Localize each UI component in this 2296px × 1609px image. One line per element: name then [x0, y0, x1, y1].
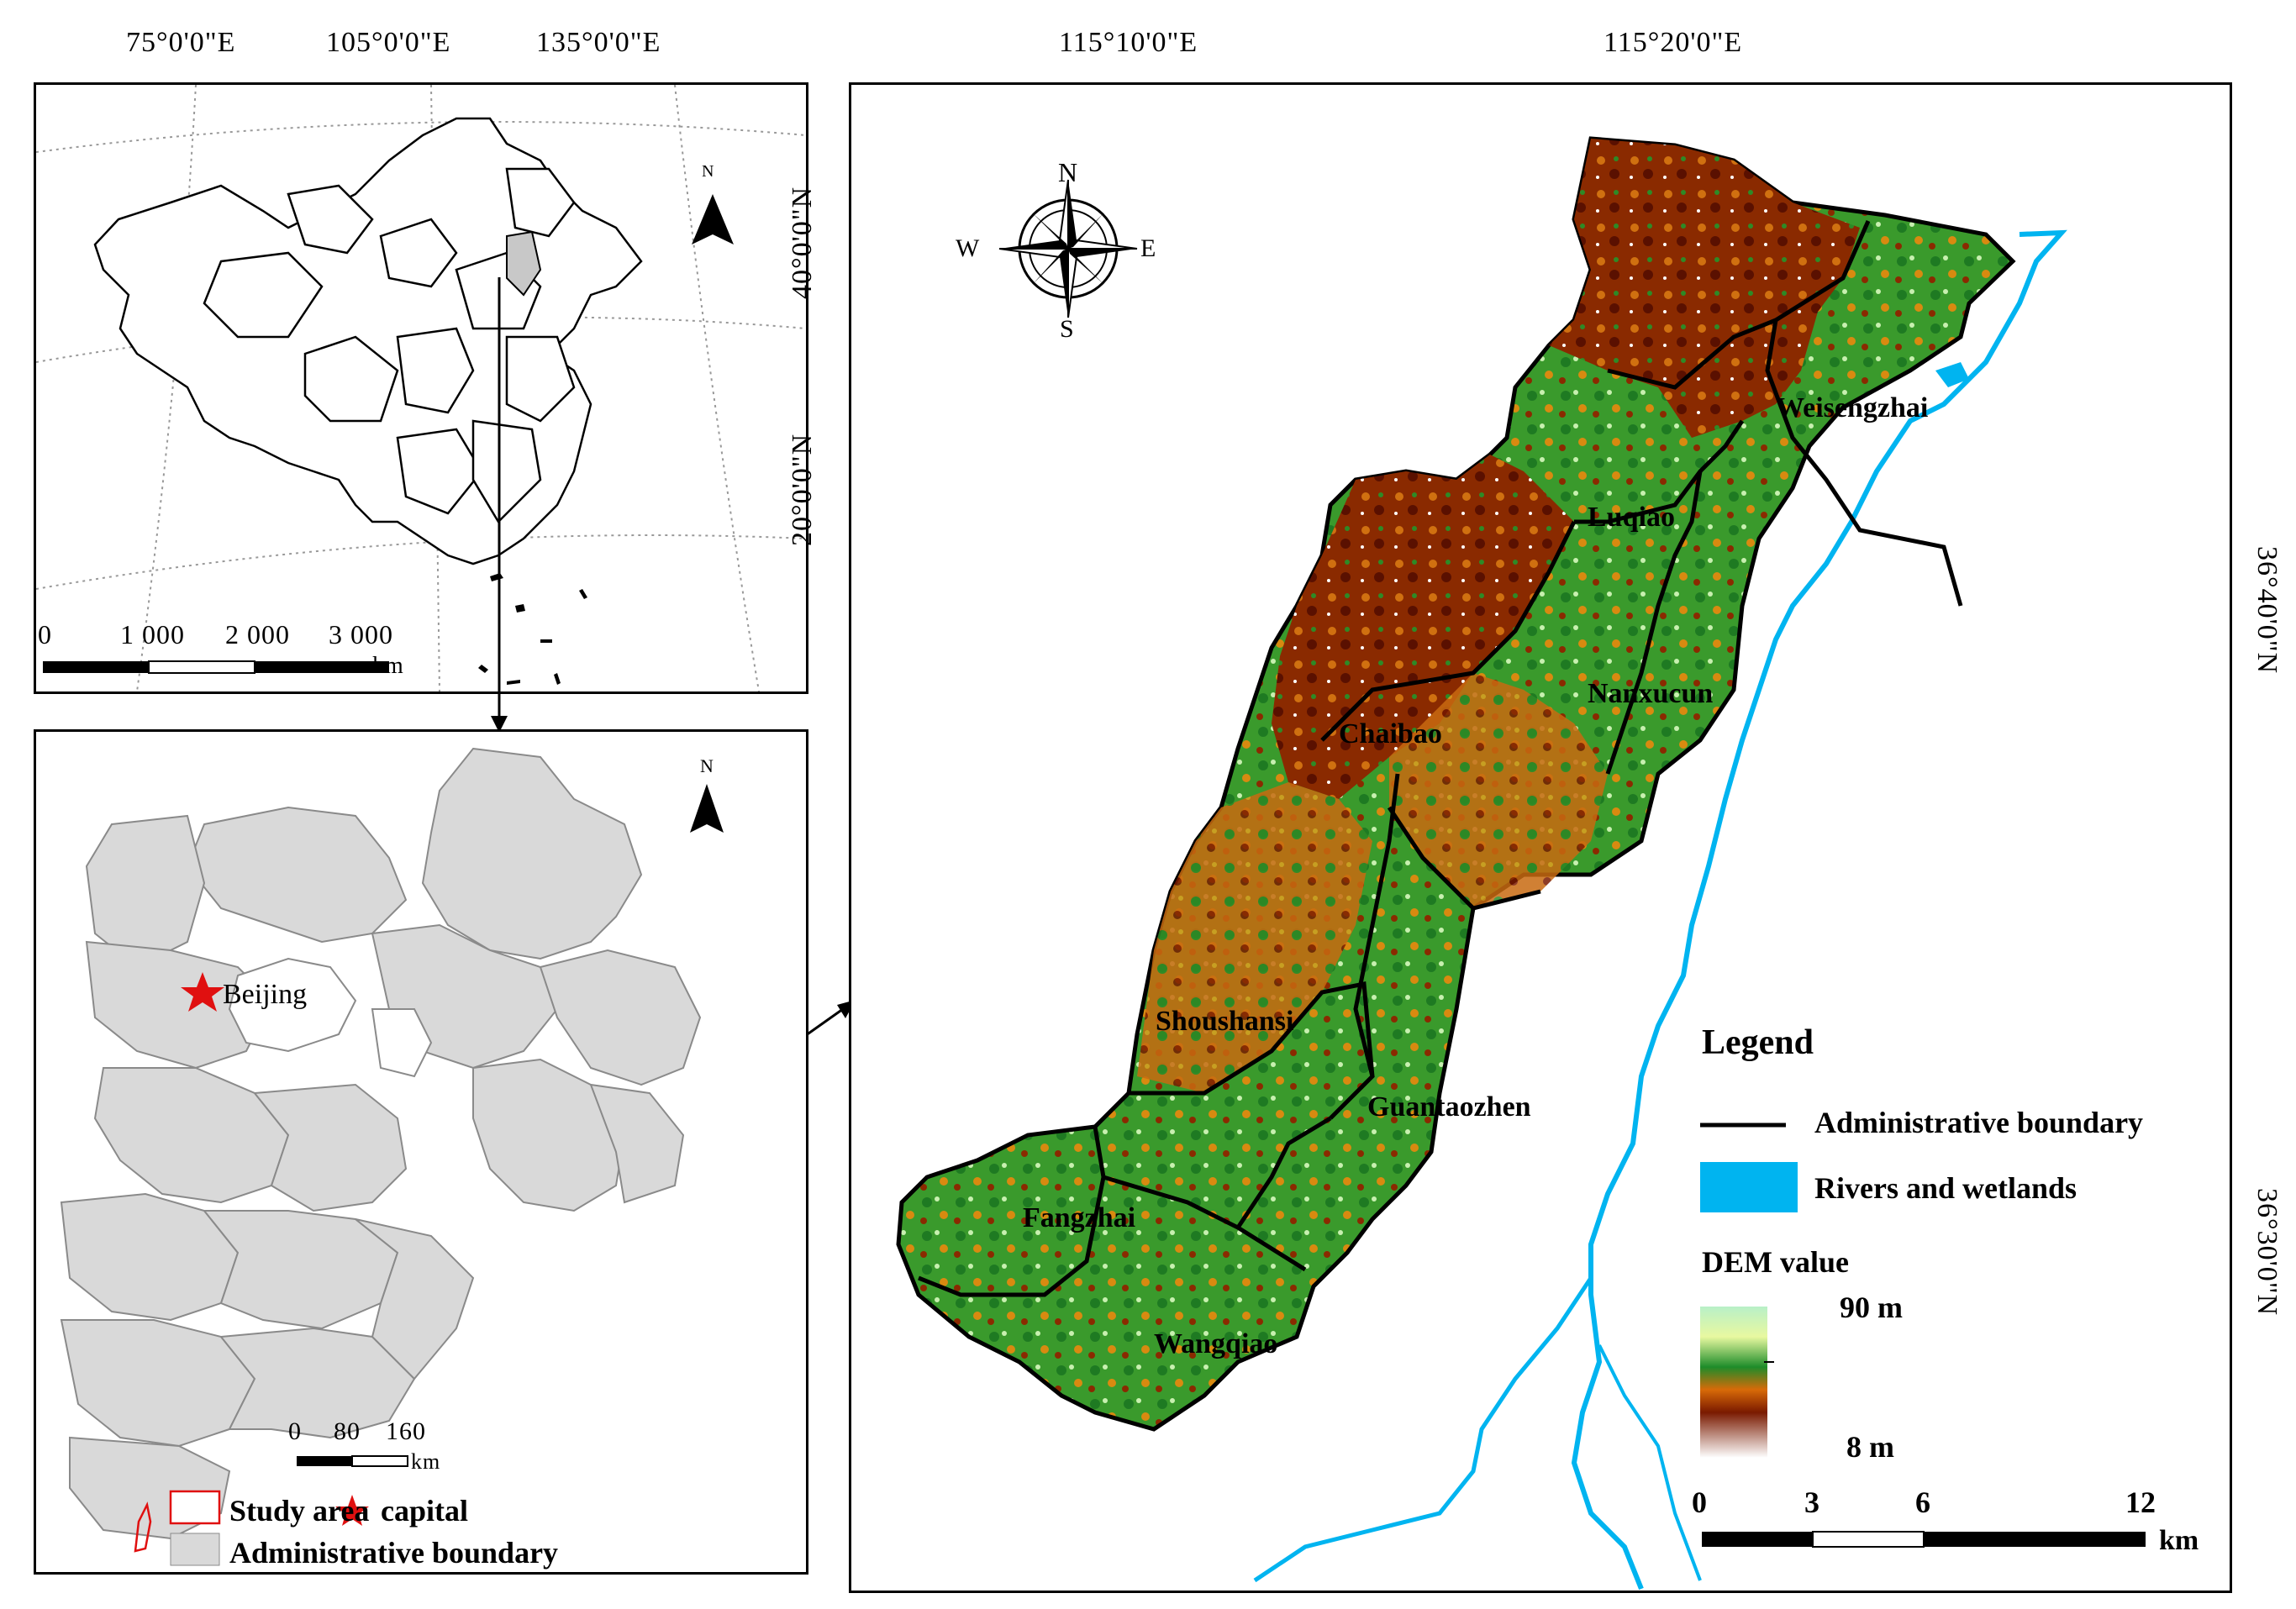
town-wangqiao: Wangqiao: [1154, 1328, 1278, 1359]
hebei-map: N Beijing 0 80 160 km Study area capital…: [34, 729, 808, 1575]
hebei-highlight: [506, 230, 542, 297]
town-nanxucun: Nanxucun: [1588, 678, 1714, 709]
town-chaibao: Chaibao: [1339, 718, 1442, 749]
legend-study-area-swatch: [169, 1490, 221, 1525]
scalebar-main-unit: km: [2159, 1525, 2199, 1556]
compass-e: E: [1140, 234, 1156, 262]
dark-zone-north: [1549, 139, 1860, 438]
scalebar-top-unit: km: [372, 653, 404, 679]
compass-rose: [998, 179, 1138, 318]
scalebar-top-tick-0: 0: [38, 619, 52, 649]
legend-capital-star: [335, 1495, 369, 1526]
town-shoushansi: Shoushansi: [1156, 1006, 1294, 1037]
town-fangzhai: Fangzhai: [1023, 1202, 1136, 1233]
beijing-star-icon: [181, 972, 224, 1012]
legend-admin-label: Administrative boundary: [229, 1536, 559, 1570]
scalebar-main-tick-1: 3: [1804, 1485, 1819, 1519]
scalebar-main-tick-2: 6: [1915, 1485, 1930, 1519]
orange-zone-west: [1137, 782, 1372, 1093]
hebei-map-svg: [60, 747, 724, 1566]
legend-capital-label: capital: [381, 1494, 468, 1527]
north-arrow-top: [692, 194, 734, 245]
china-provinces: [93, 117, 643, 565]
compass-w: W: [956, 234, 980, 262]
town-guantaozhen: Guantaozhen: [1367, 1091, 1531, 1123]
scalebar-bottom-tick-0: 0: [288, 1417, 302, 1445]
south-sea-islands: [478, 573, 587, 685]
study-area-outline: [134, 1501, 152, 1553]
tianjin-area: [371, 1008, 433, 1078]
wetland-patch: [1935, 362, 1969, 387]
scalebar-main: [1702, 1531, 2146, 1548]
scalebar-bottom-tick-2: 160: [386, 1417, 426, 1445]
legend-river-swatch: [1700, 1162, 1798, 1212]
beijing-label: Beijing: [223, 979, 308, 1010]
beijing-area: [228, 957, 357, 1053]
main-lon-label-1520: 115°20'0"E: [1604, 27, 1743, 58]
legend-title: Legend: [1702, 1023, 1814, 1062]
top-lat-label-20: 20°0'0"N: [787, 433, 818, 546]
scalebar-top-tick-3: 3 000: [329, 619, 393, 649]
legend-study-area-label: Study area: [229, 1494, 370, 1527]
river-branch-2: [1598, 1344, 1702, 1581]
main-lon-label-1510: 115°10'0"E: [1059, 27, 1198, 58]
study-area-svg: [896, 136, 2146, 1591]
scalebar-bottom-tick-1: 80: [334, 1417, 361, 1445]
top-lat-label-40: 40°0'0"N: [787, 186, 818, 299]
legend-dem-min: 8 m: [1846, 1430, 1894, 1464]
river-main: [1571, 229, 2067, 1591]
legend-admin-label-main: Administrative boundary: [1814, 1106, 2144, 1139]
north-arrow-bottom: [690, 784, 724, 833]
main-lat-label-3640: 36°40'0"N: [2251, 546, 2283, 675]
north-label-top: N: [702, 162, 714, 181]
scalebar-main-tick-3: 12: [2125, 1485, 2156, 1519]
scalebar-bottom: [297, 1455, 408, 1467]
main-lat-label-3630: 36°30'0"N: [2251, 1188, 2283, 1317]
china-overview-map: N 0 1 000 2 000 3 000 km: [34, 82, 808, 694]
river-branch: [1253, 1276, 1593, 1583]
study-area-map: N S E W Weisengzhai Luqiao Nanxucun Chai…: [849, 82, 2232, 1593]
hebei-prefectures: [60, 747, 702, 1540]
compass-s: S: [1060, 315, 1074, 343]
legend-dem-max: 90 m: [1840, 1291, 1903, 1324]
north-label-bottom: N: [700, 755, 714, 776]
town-luqiao: Luqiao: [1588, 502, 1675, 533]
legend-dem-ramp: [1700, 1307, 1767, 1458]
scalebar-top-tick-2: 2 000: [225, 619, 290, 649]
scalebar-bottom-unit: km: [411, 1449, 441, 1474]
scalebar-main-tick-0: 0: [1692, 1485, 1707, 1519]
orange-zone-center: [1389, 673, 1608, 908]
top-lon-label-135: 135°0'0"E: [536, 27, 661, 58]
admin-boundaries: [918, 219, 1963, 1297]
top-lon-label-105: 105°0'0"E: [326, 27, 451, 58]
legend-admin-swatch: [170, 1533, 220, 1566]
town-weisengzhai: Weisengzhai: [1776, 392, 1929, 423]
top-lon-label-75: 75°0'0"E: [126, 27, 236, 58]
compass-n: N: [1058, 157, 1078, 187]
china-overview-svg: [36, 85, 806, 691]
legend-dem-title: DEM value: [1702, 1245, 1849, 1279]
legend-rivers-label: Rivers and wetlands: [1814, 1171, 2077, 1205]
scalebar-top-tick-1: 1 000: [120, 619, 185, 649]
scalebar-top: [43, 660, 389, 674]
